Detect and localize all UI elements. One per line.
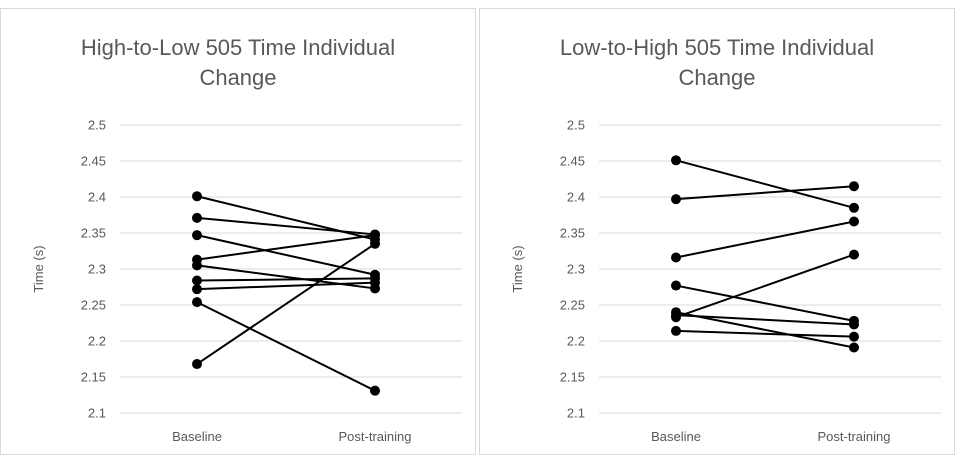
y-tick-label: 2.5	[567, 118, 585, 133]
series-line	[675, 220, 855, 259]
series-line	[196, 281, 376, 291]
series-line	[675, 284, 855, 322]
y-tick-label: 2.4	[88, 190, 106, 205]
data-point	[849, 181, 859, 192]
data-point	[671, 325, 681, 336]
data-point	[192, 230, 202, 241]
chart-svg-high-to-low: High-to-Low 505 Time Individual Change 2.1…	[31, 35, 462, 444]
data-point	[192, 284, 202, 295]
data-point	[370, 385, 380, 396]
data-point	[849, 216, 859, 227]
data-point	[671, 280, 681, 291]
series-line	[675, 185, 855, 201]
y-tick-label: 2.1	[567, 406, 585, 421]
y-tick-label: 2.25	[560, 298, 585, 313]
y-tick-label: 2.3	[567, 262, 585, 277]
data-point	[370, 238, 380, 249]
series-line	[196, 242, 376, 365]
chart-title-line: High-to-Low 505 Time Individual	[81, 35, 395, 60]
x-tick-label: Post-training	[818, 429, 891, 444]
data-point	[370, 277, 380, 288]
y-axis-title: Time (s)	[510, 245, 525, 292]
y-tick-label: 2.2	[88, 334, 106, 349]
series-line	[675, 253, 855, 319]
series-line	[196, 234, 376, 276]
data-point	[849, 331, 859, 342]
x-tick-label: Baseline	[651, 429, 701, 444]
y-tick-label: 2.2	[567, 334, 585, 349]
y-tick-label: 2.25	[81, 298, 106, 313]
data-point	[192, 297, 202, 308]
y-tick-label: 2.35	[81, 226, 106, 241]
series-line	[196, 216, 376, 236]
data-point	[192, 275, 202, 286]
series-line	[196, 301, 376, 392]
data-point	[671, 155, 681, 166]
y-tick-label: 2.15	[81, 370, 106, 385]
y-tick-label: 2.1	[88, 406, 106, 421]
y-tick-label: 2.4	[567, 190, 585, 205]
data-point	[192, 212, 202, 223]
chart-title-line: Change	[678, 65, 755, 90]
y-tick-label: 2.5	[88, 118, 106, 133]
data-point	[671, 312, 681, 323]
data-point	[370, 230, 380, 241]
y-tick-label: 2.35	[560, 226, 585, 241]
chart-panel-high-to-low: High-to-Low 505 Time Individual Change 2.1…	[0, 8, 476, 455]
series-line	[675, 329, 855, 338]
data-point	[671, 194, 681, 205]
chart-panel-low-to-high: Low-to-High 505 Time Individual Change 2.1…	[479, 8, 955, 455]
data-point	[671, 252, 681, 263]
data-point	[849, 249, 859, 260]
chart-title-line: Low-to-High 505 Time Individual	[560, 35, 874, 60]
y-tick-label: 2.45	[81, 154, 106, 169]
data-point	[192, 359, 202, 370]
series-line	[675, 159, 855, 209]
data-point	[192, 191, 202, 202]
data-point	[849, 202, 859, 213]
series-line	[675, 311, 855, 349]
chart-title-line: Change	[199, 65, 276, 90]
data-point	[849, 319, 859, 330]
y-axis-title: Time (s)	[31, 245, 46, 292]
x-tick-label: Post-training	[339, 429, 412, 444]
series-line	[675, 314, 855, 326]
y-tick-label: 2.45	[560, 154, 585, 169]
data-point	[192, 260, 202, 271]
data-point	[849, 342, 859, 353]
y-tick-label: 2.15	[560, 370, 585, 385]
series-line	[196, 234, 376, 261]
x-tick-label: Baseline	[172, 429, 222, 444]
y-tick-label: 2.3	[88, 262, 106, 277]
chart-svg-low-to-high: Low-to-High 505 Time Individual Change 2.1…	[510, 35, 941, 444]
series-line	[196, 277, 376, 282]
